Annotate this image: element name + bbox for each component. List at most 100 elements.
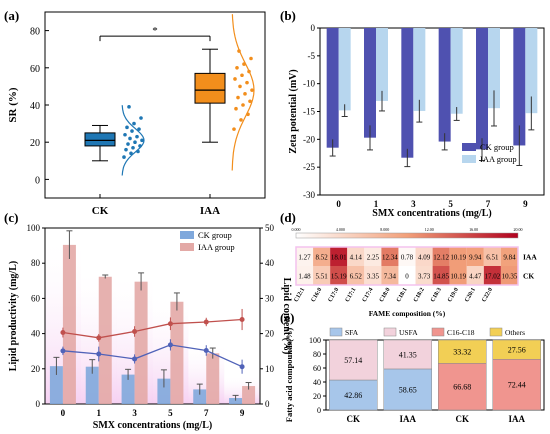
data-point: [241, 103, 245, 107]
heatmap-cell: [466, 247, 484, 266]
y-tick-label: 80: [313, 350, 321, 359]
stacked-bar-C16-C18: [492, 359, 541, 411]
heatmap-cell: [296, 266, 314, 285]
panel-e-stacked-bar-chart: 0 20 40 60 80 100 Fatty acid compounds(%) 42.86…: [284, 327, 545, 424]
panel-letter-b: (b): [280, 8, 296, 23]
heatmap-cell-value: 3.35: [367, 273, 380, 281]
bar-CK-group: [513, 28, 526, 146]
bar-IAA-group: [206, 353, 220, 404]
y2-axis-label: Lipid content (%): [281, 278, 292, 355]
stacked-bar-value: 42.86: [344, 391, 362, 400]
heatmap-cell: [432, 266, 450, 285]
heatmap-cell: [398, 266, 416, 285]
legend-label: USFA: [399, 328, 418, 337]
y-tick-label: 0: [35, 175, 40, 186]
legend-swatch: [180, 231, 194, 239]
heatmap-column-label: C16:0: [310, 287, 323, 303]
y2-tick-label: 30: [265, 293, 275, 303]
heatmap-cell: [398, 247, 416, 266]
heatmap-cell-value: 4.47: [469, 273, 482, 281]
y-tick-label: 100: [27, 223, 41, 233]
data-point: [245, 80, 249, 85]
bar-IAA-group: [62, 244, 76, 404]
x-tick-label: 3: [132, 408, 137, 418]
x-tick-label: 7: [486, 199, 491, 209]
stacked-bar-SFA: [383, 368, 432, 411]
y-tick-label: 40: [313, 378, 321, 387]
data-point: [123, 132, 127, 137]
line-point: [203, 347, 209, 353]
axes-frame: [44, 227, 261, 405]
y-tick-label: -20: [303, 134, 315, 144]
heatmap-cell-value: 1.48: [298, 273, 311, 281]
data-point: [135, 134, 139, 139]
y-axis-label: Lipid productivity (mg/L): [8, 261, 19, 371]
bar-CK-group: [85, 366, 99, 404]
heatmap-cell-value: 1.27: [298, 254, 311, 262]
y-tick-label: 0: [317, 406, 321, 415]
legend-label: IAA group: [480, 154, 517, 164]
heatmap-cell: [381, 266, 399, 285]
heatmap-cell-value: 15.19: [331, 273, 347, 281]
line-point: [96, 351, 102, 357]
y-tick-label: 20: [313, 392, 321, 401]
y2-tick-label: 40: [265, 258, 275, 268]
bar-CK-group: [157, 378, 171, 404]
bar-CK-group: [121, 374, 135, 404]
data-point: [240, 73, 244, 78]
y2-tick-label: 50: [265, 223, 275, 233]
heatmap-cell: [347, 266, 365, 285]
legend-swatch: [383, 327, 397, 337]
heatmap-border: [295, 246, 519, 286]
heatmap-column-label: C18:0: [379, 287, 392, 303]
y2-tick-label: 10: [265, 364, 275, 374]
x-tick-label: 9: [240, 408, 245, 418]
data-point: [137, 127, 141, 131]
data-point: [132, 121, 136, 126]
heatmap-cell: [500, 266, 518, 285]
box-CK: [84, 132, 116, 147]
heatmap-column-label: C19:0: [447, 287, 460, 303]
x-tick-label: CK: [456, 414, 470, 424]
legend-swatch: [180, 243, 194, 251]
heatmap-cell-value: 9.84: [503, 254, 516, 262]
heatmap-cell-value: 6.51: [486, 254, 499, 262]
legend-label: CK group: [480, 142, 514, 152]
data-point: [128, 136, 132, 141]
legend-swatch: [431, 327, 445, 337]
data-point: [250, 88, 254, 92]
heatmap-cell: [296, 247, 314, 266]
bar-IAA-group: [376, 28, 388, 101]
bar-IAA-group: [525, 28, 538, 114]
bar-CK-group: [229, 398, 243, 404]
heatmap-x-label: FAME composition (%): [369, 309, 446, 318]
y-tick-label: -5: [308, 51, 316, 61]
line-point: [167, 321, 173, 327]
heatmap-cell: [313, 266, 331, 285]
y-tick-label: -15: [303, 107, 315, 117]
data-point: [249, 56, 253, 61]
stacked-bar-SFA: [329, 379, 378, 411]
y-tick-label: -25: [303, 162, 315, 172]
y-tick-label: 20: [31, 364, 41, 374]
line-point: [239, 364, 245, 370]
heatmap-column-label: C22:0: [481, 287, 494, 303]
line-point: [167, 342, 173, 348]
colorbar-tick-label: 12.00: [425, 227, 434, 232]
heatmap-cell-value: 17.02: [485, 273, 501, 281]
legend-label: Others: [505, 328, 525, 337]
y-tick-label: 0: [36, 399, 41, 409]
y2-tick-label: 20: [265, 329, 275, 339]
line-point: [60, 348, 66, 354]
y-tick-label: -30: [303, 190, 315, 200]
x-tick-label: 9: [523, 199, 528, 209]
line-point: [132, 356, 138, 362]
data-point: [126, 142, 130, 146]
heatmap-cell: [449, 247, 467, 266]
x-tick-label: 0: [336, 199, 341, 209]
heatmap-cell-value: 9.94: [469, 254, 482, 262]
heatmap-cell-value: 6.52: [350, 273, 363, 281]
legend-swatch: [329, 327, 343, 337]
heatmap-column-label: C18:3: [430, 287, 443, 303]
heatmap-cell: [381, 247, 399, 266]
